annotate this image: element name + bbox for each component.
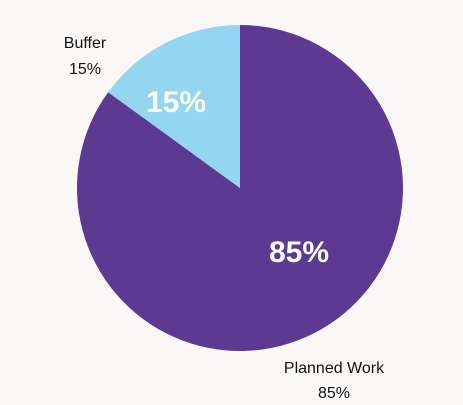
buffer-slice-percent-label: 15% <box>146 86 206 119</box>
planned-work-label-name: Planned Work <box>284 360 385 377</box>
pie-slices <box>76 24 403 351</box>
buffer-slice <box>108 24 241 188</box>
buffer-label-name: Buffer <box>64 35 107 52</box>
buffer-label-percent: 15% <box>69 61 101 78</box>
planned-work-slice <box>76 25 403 351</box>
planned-work-slice-percent-label: 85% <box>269 236 329 269</box>
planned-work-label-percent: 85% <box>318 385 350 402</box>
